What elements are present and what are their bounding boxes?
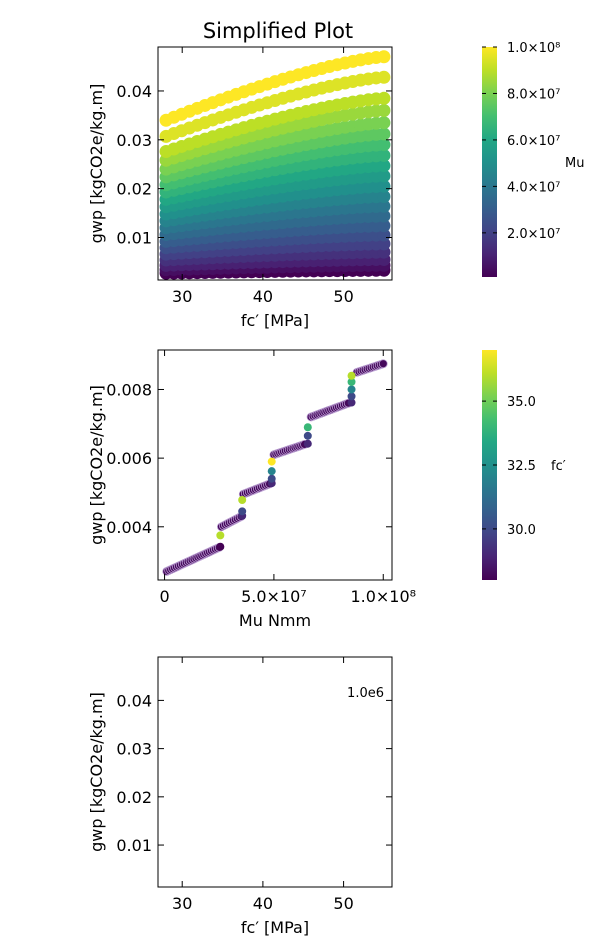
colorbar-tick-label: 35.0: [507, 395, 536, 410]
mu-band: [159, 91, 391, 159]
y-axis-label: gwp [kgCO2e/kg.m]: [87, 84, 106, 244]
mu-band: [159, 159, 391, 206]
scatter-point: [238, 507, 247, 516]
scatter-point: [377, 116, 391, 130]
scatter-points: [159, 50, 391, 280]
colorbar-label: fc′: [551, 459, 566, 474]
x-tick-label: 30: [172, 287, 192, 306]
scatter-point: [303, 423, 312, 432]
colorbar-tick-label: 4.0×10⁷: [507, 180, 560, 195]
colorbar-fc: 30.0 32.5 35.0 fc′: [482, 350, 566, 580]
mu-band: [159, 50, 391, 127]
scatter-point: [347, 371, 356, 380]
colorbar-gradient: [482, 47, 497, 277]
scatter-point: [377, 127, 391, 141]
colorbar-tick-label: 8.0×10⁷: [507, 87, 560, 102]
scatter-point: [377, 104, 391, 118]
x-tick-label: 5.0×10⁷: [241, 587, 307, 606]
x-tick-label: 30: [172, 894, 192, 913]
colorbar-gradient: [482, 350, 497, 580]
scatter-point: [267, 474, 276, 483]
mu-band: [159, 70, 391, 143]
axes-frame: [157, 656, 393, 888]
scatter-point: [377, 91, 391, 105]
scatter-point: [377, 179, 391, 193]
scatter-point: [377, 148, 391, 162]
x-tick-label: 50: [333, 287, 353, 306]
scatter-point: [377, 159, 391, 173]
x-tick-label: 40: [253, 894, 273, 913]
scatter-point: [303, 431, 312, 440]
scatter-point: [377, 169, 391, 183]
colorbar-tick-label: 2.0×10⁷: [507, 227, 560, 242]
x-tick-label: 0: [159, 587, 169, 606]
plot-gwp-vs-mu-colored-by-fc: 0 5.0×10⁷ 1.0×10⁸ 0.004 0.006 0.008 Mu Nmm gwp …: [87, 349, 416, 630]
colorbar-tick-label: 32.5: [507, 459, 536, 474]
x-tick-label: 50: [333, 894, 353, 913]
colorbar-tick-label: 30.0: [507, 523, 536, 538]
scatter-point: [377, 138, 391, 152]
colorbar-label: Mu: [565, 156, 584, 171]
scatter-point: [377, 228, 391, 242]
y-axis-label: gwp [kgCO2e/kg.m]: [87, 385, 106, 545]
scatter-point: [378, 359, 388, 369]
axes-frame: [157, 349, 393, 581]
y-tick-label: 0.04: [116, 82, 152, 101]
scatter-point: [377, 70, 391, 84]
axes-frame: [157, 46, 393, 281]
mu-band: [159, 116, 391, 176]
colorbar-tick-label: 6.0×10⁷: [507, 134, 560, 149]
scatter-point: [377, 189, 391, 203]
scatter-point: [216, 531, 225, 540]
plot-gwp-vs-fc-colored-by-mu: 30 40 50 0.01 0.02 0.03 0.04 fc′ [MPa] gwp [kgCO…: [87, 46, 393, 330]
scatter-point: [377, 209, 391, 223]
mu-band: [159, 104, 391, 167]
scatter-point: [303, 439, 312, 448]
scatter-point: [267, 457, 276, 466]
x-axis-label: fc′ [MPa]: [241, 918, 309, 937]
x-axis-label: Mu Nmm: [239, 611, 311, 630]
y-tick-label: 0.01: [116, 836, 152, 855]
plot-gwp-vs-fc-empty: 30 40 50 0.01 0.02 0.03 0.04 fc′ [MPa] gwp [kgCO…: [87, 656, 393, 937]
y-tick-label: 0.02: [116, 180, 152, 199]
colorbar-mu: 2.0×10⁷ 4.0×10⁷ 6.0×10⁷ 8.0×10⁷ 1.0×10⁸ Mu: [482, 41, 584, 277]
x-tick-label: 40: [253, 287, 273, 306]
y-axis-label: gwp [kgCO2e/kg.m]: [87, 692, 106, 852]
scatter-point: [377, 50, 391, 64]
scatter-point: [267, 467, 276, 476]
y-tick-label: 0.03: [116, 740, 152, 759]
scatter-point: [238, 496, 247, 505]
x-axis-label: fc′ [MPa]: [241, 311, 309, 330]
y-tick-label: 0.03: [116, 131, 152, 150]
scatter-point: [347, 385, 356, 394]
chart-title: Simplified Plot: [203, 19, 353, 43]
annotation-label: 1.0e6: [347, 686, 384, 701]
scatter-point: [216, 542, 225, 551]
scatter-point: [347, 392, 356, 401]
y-tick-label: 0.004: [106, 518, 152, 537]
y-tick-label: 0.01: [116, 229, 152, 248]
scatter-points: [162, 359, 388, 576]
y-tick-label: 0.04: [116, 691, 152, 710]
scatter-point: [347, 398, 356, 407]
colorbar-tick-label: 1.0×10⁸: [507, 41, 560, 56]
scatter-point: [377, 219, 391, 233]
y-tick-label: 0.006: [106, 449, 152, 468]
y-tick-label: 0.02: [116, 788, 152, 807]
scatter-point: [377, 199, 391, 213]
x-tick-label: 1.0×10⁸: [350, 587, 416, 606]
scatter-point: [347, 377, 356, 386]
y-tick-label: 0.008: [106, 380, 152, 399]
